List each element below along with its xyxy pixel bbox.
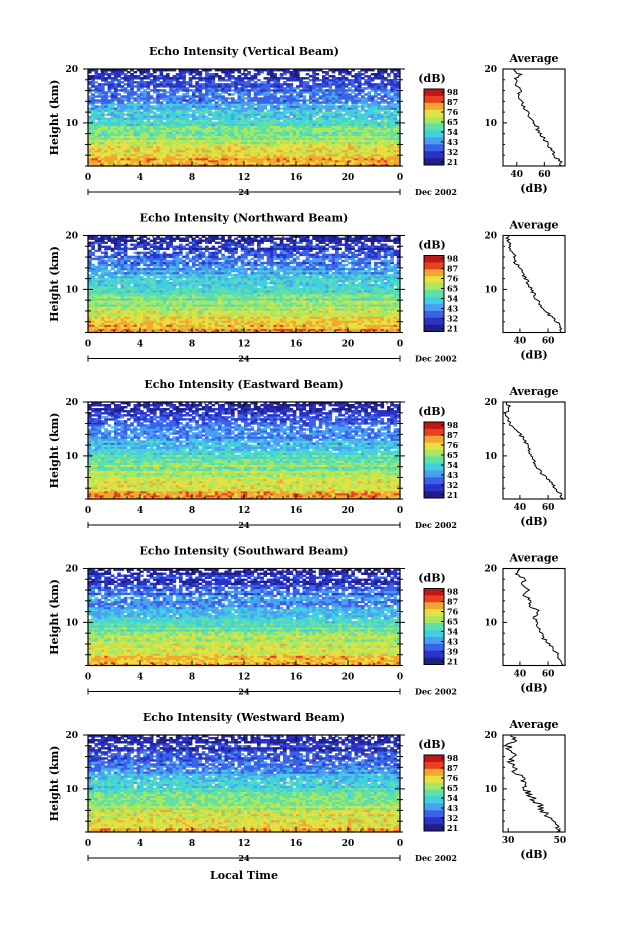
heatmap-cell	[319, 115, 323, 117]
heatmap-cell	[163, 122, 167, 124]
panel-1: Echo Intensity (Vertical Beam)1020Height…	[48, 45, 565, 197]
heatmap-cell	[134, 103, 138, 105]
heatmap-cell	[156, 113, 160, 115]
heatmap-cell	[150, 105, 154, 107]
heatmap-cell	[104, 113, 108, 115]
figure-page: Echo Intensity (Vertical Beam)1020Height…	[0, 0, 618, 929]
heatmap-cell	[140, 103, 144, 105]
heatmap-cell	[124, 103, 128, 105]
heatmap-cell	[212, 111, 216, 113]
heatmap-cell	[342, 113, 346, 115]
heatmap-cell	[381, 105, 385, 107]
heatmap-cell	[114, 107, 118, 109]
heatmap-cell	[381, 113, 385, 115]
heatmap-cell	[264, 111, 268, 113]
heatmap-cell	[108, 118, 112, 120]
heatmap-cell	[254, 107, 258, 109]
heatmap-cell	[95, 105, 99, 107]
heatmap-cell	[358, 109, 362, 111]
heatmap-cell	[377, 122, 381, 124]
heatmap-cell	[124, 113, 128, 115]
heatmap-cell	[195, 115, 199, 117]
heatmap-cell	[390, 111, 394, 113]
heatmap-cell	[394, 103, 398, 105]
heatmap-cell	[332, 111, 336, 113]
heatmap-cell	[244, 107, 248, 109]
heatmap-cells	[88, 69, 400, 166]
heatmap-cell	[273, 105, 277, 107]
heatmap-cell	[143, 122, 147, 124]
heatmap-cell	[306, 103, 310, 105]
heatmap-cell	[358, 105, 362, 107]
heatmap-cell	[338, 105, 342, 107]
heatmap-cell	[254, 103, 258, 105]
heatmap-cell	[290, 118, 294, 120]
heatmap-cell	[251, 120, 255, 122]
heatmap-cell	[309, 105, 313, 107]
heatmap-cell	[286, 115, 290, 117]
heatmap-cell	[351, 120, 355, 122]
heatmap-cell	[182, 103, 186, 105]
heatmap-cell	[280, 107, 284, 109]
heatmap-cell	[368, 103, 372, 105]
heatmap-cell	[212, 103, 216, 105]
panel-title: Echo Intensity (Vertical Beam)	[149, 45, 339, 58]
heatmap-cell	[98, 105, 102, 107]
heatmap-cell	[335, 105, 339, 107]
heatmap-cell	[130, 101, 134, 103]
heatmap-cell	[257, 118, 261, 120]
heatmap-cell	[322, 105, 326, 107]
heatmap-cell	[150, 101, 154, 103]
heatmap-cell	[124, 118, 128, 120]
heatmap-cell	[299, 103, 303, 105]
heatmap-cell	[267, 109, 271, 111]
heatmap-cell	[114, 103, 118, 105]
heatmap-cell	[368, 120, 372, 122]
heatmap-cell	[348, 105, 352, 107]
heatmap-cell	[364, 109, 368, 111]
heatmap-cell	[153, 105, 157, 107]
heatmap-cell	[212, 122, 216, 124]
heatmap-cell	[104, 118, 108, 120]
heatmap-cell	[361, 113, 365, 115]
heatmap-cell	[231, 109, 235, 111]
heatmap-cell	[345, 118, 349, 120]
heatmap-cell	[205, 115, 209, 117]
heatmap-cell	[316, 118, 320, 120]
heatmap-cell	[150, 115, 154, 117]
heatmap-cell	[322, 111, 326, 113]
figure-canvas: Echo Intensity (Vertical Beam)1020Height…	[0, 0, 618, 929]
heatmap-cell	[215, 122, 219, 124]
heatmap-cell	[163, 103, 167, 105]
heatmap-cell	[192, 109, 196, 111]
heatmap-cell	[160, 101, 164, 103]
heatmap-cell	[280, 122, 284, 124]
heatmap-cell	[153, 111, 157, 113]
heatmap-cell	[218, 103, 222, 105]
heatmap-cell	[221, 107, 225, 109]
heatmap-cell	[384, 105, 388, 107]
heatmap-cell	[208, 118, 212, 120]
heatmap-cell	[150, 122, 154, 124]
heatmap-cell	[189, 113, 193, 115]
heatmap-cell	[189, 120, 193, 122]
heatmap-cell	[140, 111, 144, 113]
heatmap-cell	[95, 122, 99, 124]
heatmap-cell	[280, 111, 284, 113]
heatmap-cell	[312, 120, 316, 122]
